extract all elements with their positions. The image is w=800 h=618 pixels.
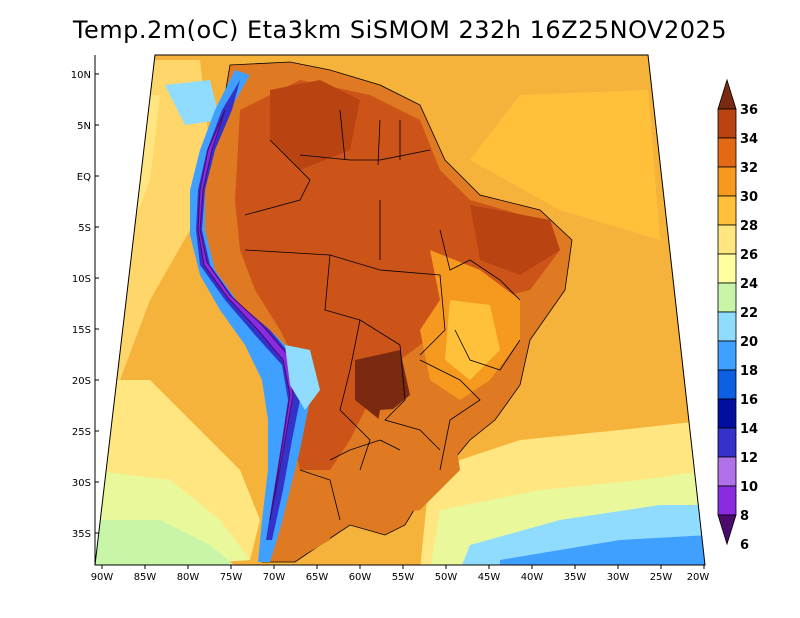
colorbar-segment [717, 427, 737, 458]
pacific-green-strip [95, 100, 115, 260]
colorbar-label: 26 [740, 248, 758, 263]
lon-label: 35W [564, 572, 587, 583]
lat-label: 20S [72, 376, 91, 387]
hottest-center [355, 350, 410, 420]
lon-label: 55W [392, 572, 415, 583]
lon-label: 40W [521, 572, 544, 583]
colorbar-segment [717, 78, 737, 110]
colorbar-label: 34 [740, 132, 758, 147]
lon-label: 20W [687, 572, 710, 583]
colorbar-segment [717, 340, 737, 371]
colorbar-segment [717, 137, 737, 168]
colorbar-segment [717, 253, 737, 284]
colorbar-label: 20 [740, 335, 758, 350]
colorbar-segment [717, 166, 737, 197]
colorbar-segment [717, 224, 737, 255]
colorbar-segment [717, 311, 737, 342]
south-region [370, 405, 460, 515]
colorbar-label: 28 [740, 219, 758, 234]
colorbar-segment [717, 514, 737, 546]
hottest-north [270, 80, 360, 170]
lon-axis: 90W 85W 80W 75W 70W 65W 60W 55W 50W 45W … [91, 565, 710, 583]
colorbar-segment [717, 485, 737, 516]
lat-label: 10S [72, 274, 91, 285]
colorbar-label: 14 [740, 422, 758, 437]
panama-cool-patch [165, 80, 220, 125]
colorbar: 36 34 32 30 28 26 24 22 20 18 16 14 12 10 8 6 [717, 78, 758, 553]
hot-interior [235, 80, 560, 470]
lon-label: 60W [349, 572, 372, 583]
colorbar-label: 18 [740, 364, 758, 379]
map-title: Temp.2m(oC) Eta3km SiSMOM 232h 16Z25NOV2… [72, 16, 728, 44]
colorbar-label: 6 [740, 538, 749, 553]
colorbar-label: 8 [740, 509, 749, 524]
lat-label: 15S [72, 325, 91, 336]
map-field [95, 55, 705, 565]
lat-label: 35S [72, 529, 91, 540]
colorbar-label: 12 [740, 451, 758, 466]
tropical-atlantic [470, 90, 660, 240]
lat-label: 10N [71, 70, 91, 81]
lon-label: 30W [607, 572, 630, 583]
andes-coldest [197, 109, 294, 521]
colorbar-label: 36 [740, 103, 758, 118]
colorbar-label: 30 [740, 190, 758, 205]
south-pacific-cold [95, 520, 240, 565]
lat-label: 5S [78, 223, 91, 234]
south-atlantic-colder [500, 535, 705, 565]
highlands-cool [445, 300, 500, 380]
colorbar-segment [717, 108, 737, 139]
colorbar-label: 16 [740, 393, 758, 408]
country-borders [244, 109, 521, 521]
colorbar-label: 22 [740, 306, 758, 321]
lon-label: 70W [263, 572, 286, 583]
altiplano [285, 345, 320, 410]
colorbar-label: 32 [740, 161, 758, 176]
colorbar-label: 10 [740, 480, 758, 495]
lon-label: 65W [306, 572, 329, 583]
colorbar-segment [717, 369, 737, 400]
colorbar-segment [717, 398, 737, 429]
hottest-northeast [470, 205, 560, 275]
lon-label: 45W [478, 572, 501, 583]
colorbar-label: 24 [740, 277, 758, 292]
colorbar-segment [717, 456, 737, 487]
lat-label: 25S [72, 427, 91, 438]
lat-label: 5N [77, 121, 91, 132]
lon-label: 80W [177, 572, 200, 583]
colorbar-segment [717, 282, 737, 313]
lon-label: 50W [435, 572, 458, 583]
lon-label: 25W [650, 572, 673, 583]
lon-label: 75W [220, 572, 243, 583]
lat-label: 30S [72, 478, 91, 489]
lon-label: 85W [134, 572, 157, 583]
colorbar-segment [717, 195, 737, 226]
lon-label: 90W [91, 572, 114, 583]
lat-axis: 10N 5N EQ 5S 10S 15S 20S 25S 30S 35S [71, 70, 99, 540]
lat-label: EQ [77, 172, 91, 183]
